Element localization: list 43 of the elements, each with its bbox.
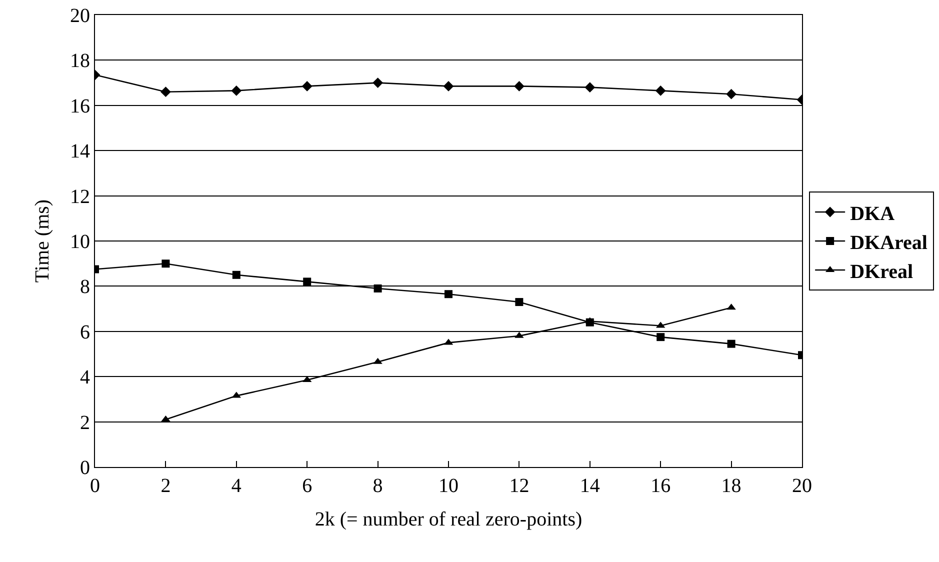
point (443, 80, 454, 92)
x-tick-label: 18 (721, 475, 742, 497)
x-tick-label: 8 (372, 475, 383, 497)
x-tick-label: 6 (302, 475, 312, 497)
point (727, 340, 736, 348)
y-tick-label: 14 (70, 140, 90, 163)
x-tick-label: 16 (650, 475, 671, 497)
point (374, 284, 382, 292)
y-tick-label: 10 (70, 231, 90, 253)
legend-label: DKreal (850, 260, 914, 283)
point (444, 290, 452, 298)
point (584, 82, 596, 93)
y-tick-label: 18 (70, 50, 90, 72)
y-tick-label: 6 (80, 321, 90, 344)
point (303, 278, 312, 286)
x-tick-label: 4 (231, 475, 242, 497)
point (372, 78, 383, 88)
y-tick-label: 20 (70, 5, 90, 27)
x-tick-label: 2 (160, 475, 171, 497)
point (231, 86, 242, 96)
point (655, 86, 666, 96)
x-tick-label: 12 (509, 475, 530, 497)
point (515, 298, 524, 306)
point (656, 333, 665, 342)
point (726, 88, 736, 100)
y-tick-label: 12 (70, 186, 90, 208)
point (302, 80, 312, 92)
x-tick-label: 10 (438, 475, 458, 497)
y-axis-title: Time (ms) (32, 199, 54, 283)
y-tick-label: 8 (80, 276, 90, 298)
point (514, 80, 524, 92)
y-tick-label: 16 (70, 95, 90, 118)
y-tick-label: 4 (80, 366, 90, 389)
legend-label: DKAreal (850, 232, 928, 254)
y-tick-label: 0 (80, 457, 90, 479)
x-tick-label: 14 (580, 475, 600, 497)
x-axis-title: 2k (= number of real zero-points) (314, 508, 582, 530)
point (160, 86, 171, 98)
y-tick-label: 2 (80, 412, 90, 434)
legend-label: DKA (850, 202, 896, 225)
point (232, 270, 240, 279)
point (162, 260, 170, 268)
x-tick-label: 20 (792, 475, 812, 497)
